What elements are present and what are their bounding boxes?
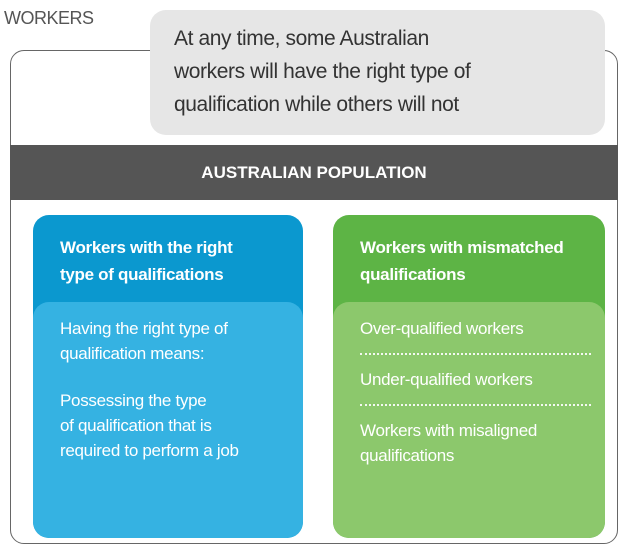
item-line: Over-qualified workers [360, 319, 524, 338]
callout-line: workers will have the right type of [174, 60, 471, 83]
item-line: Workers with misaligned [360, 421, 538, 440]
card-header: Workers with mismatched qualifications [333, 215, 605, 300]
callout: At any time, some Australian workers will… [150, 10, 605, 135]
mismatch-item: Over-qualified workers [360, 316, 591, 349]
card-body: Over-qualified workers Under-qualified wo… [333, 302, 605, 538]
callout-line: qualification while others will not [174, 93, 459, 116]
meaning-line: of qualification that is [60, 416, 212, 435]
card-title-line: qualifications [360, 265, 466, 284]
meaning-line: required to perform a job [60, 441, 239, 460]
item-line: qualifications [360, 446, 455, 465]
card-header: Workers with the right type of qualificat… [33, 215, 303, 300]
item-line: Under-qualified workers [360, 370, 533, 389]
callout-line: At any time, some Australian [174, 27, 429, 50]
definition-line: qualification means: [60, 344, 205, 363]
workers-label: WORKERS [4, 8, 94, 28]
card-title-line: type of qualifications [60, 265, 224, 284]
definition-line: Having the right type of [60, 319, 228, 338]
mismatch-card: Workers with mismatched qualifications Ov… [333, 215, 605, 538]
separator [360, 353, 591, 355]
meaning-line: Possessing the type [60, 391, 207, 410]
mismatch-item: Workers with misaligned qualifications [360, 418, 591, 476]
right-qualification-card: Workers with the right type of qualificat… [33, 215, 303, 538]
card-body: Having the right type of qualification me… [33, 302, 303, 538]
separator [360, 404, 591, 406]
mismatch-item: Under-qualified workers [360, 367, 591, 400]
card-title-line: Workers with mismatched [360, 238, 564, 257]
banner: AUSTRALIAN POPULATION [10, 145, 618, 200]
card-title-line: Workers with the right [60, 238, 233, 257]
